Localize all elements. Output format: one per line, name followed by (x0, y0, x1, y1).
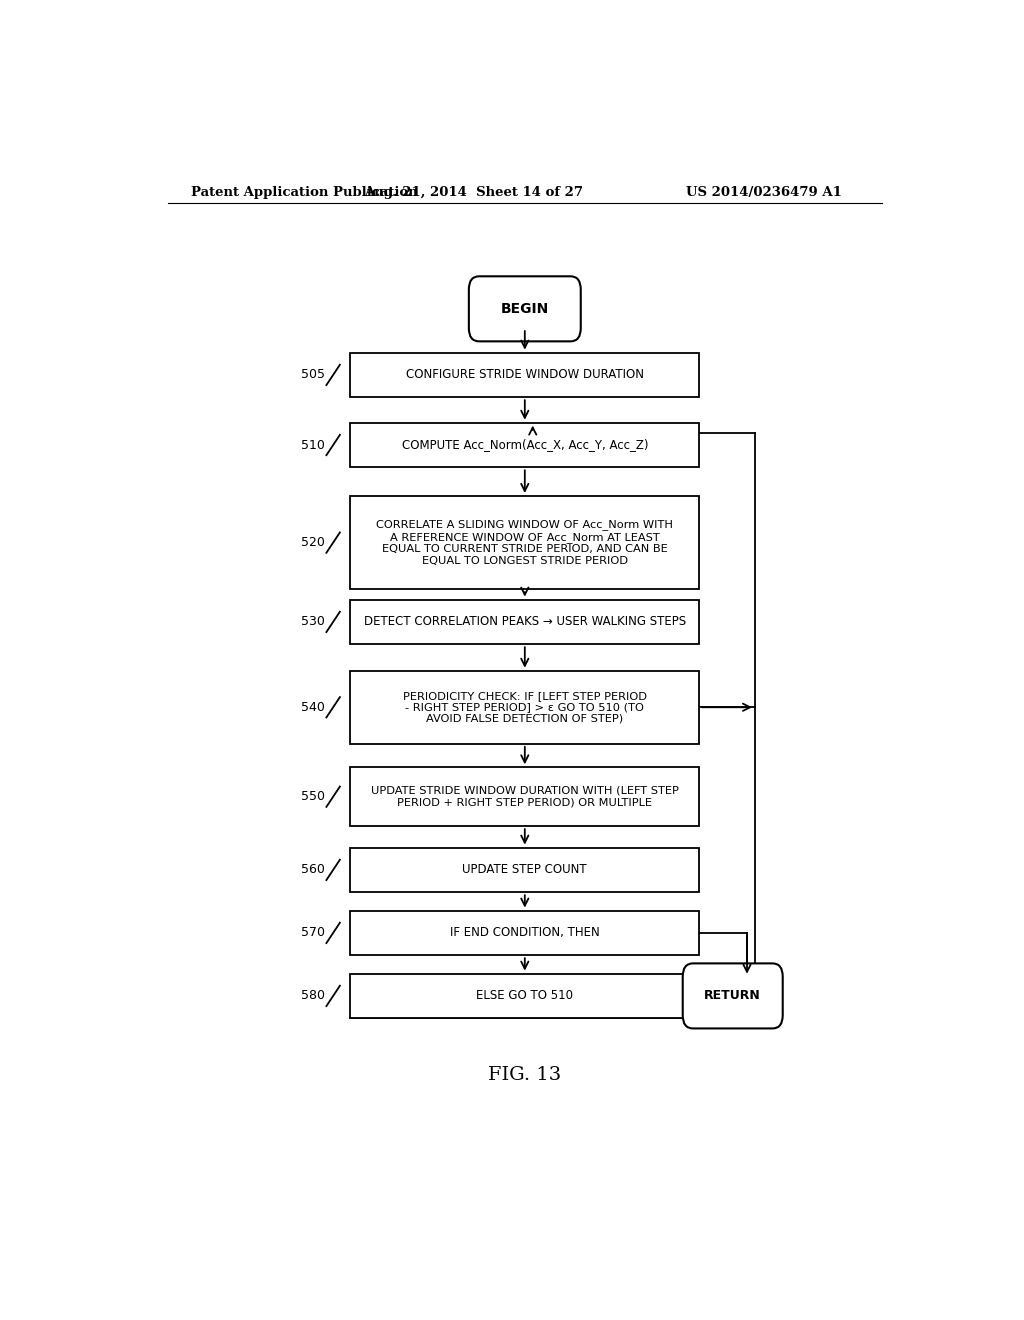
FancyBboxPatch shape (350, 422, 699, 467)
Text: COMPUTE Acc_Norm(Acc_X, Acc_Y, Acc_Z): COMPUTE Acc_Norm(Acc_X, Acc_Y, Acc_Z) (401, 438, 648, 451)
FancyBboxPatch shape (350, 352, 699, 397)
Text: 540: 540 (301, 701, 325, 714)
FancyBboxPatch shape (350, 599, 699, 644)
Text: 520: 520 (301, 536, 325, 549)
Text: BEGIN: BEGIN (501, 302, 549, 315)
FancyBboxPatch shape (350, 847, 699, 892)
Text: RETURN: RETURN (705, 990, 761, 1002)
Text: CONFIGURE STRIDE WINDOW DURATION: CONFIGURE STRIDE WINDOW DURATION (406, 368, 644, 381)
Text: US 2014/0236479 A1: US 2014/0236479 A1 (686, 186, 842, 199)
FancyBboxPatch shape (350, 671, 699, 744)
Text: FIG. 13: FIG. 13 (488, 1067, 561, 1084)
Text: UPDATE STRIDE WINDOW DURATION WITH (LEFT STEP
PERIOD + RIGHT STEP PERIOD) OR MUL: UPDATE STRIDE WINDOW DURATION WITH (LEFT… (371, 785, 679, 808)
FancyBboxPatch shape (469, 276, 581, 342)
Text: Aug. 21, 2014  Sheet 14 of 27: Aug. 21, 2014 Sheet 14 of 27 (364, 186, 583, 199)
Text: PERIODICITY CHECK: IF [LEFT STEP PERIOD
- RIGHT STEP PERIOD] > ε GO TO 510 (TO
A: PERIODICITY CHECK: IF [LEFT STEP PERIOD … (402, 690, 647, 723)
FancyBboxPatch shape (683, 964, 782, 1028)
Text: 560: 560 (301, 863, 325, 876)
Text: 530: 530 (301, 615, 325, 628)
Text: Patent Application Publication: Patent Application Publication (191, 186, 418, 199)
FancyBboxPatch shape (350, 911, 699, 956)
Text: ELSE GO TO 510: ELSE GO TO 510 (476, 990, 573, 1002)
Text: 510: 510 (301, 438, 325, 451)
Text: 505: 505 (301, 368, 325, 381)
Text: CORRELATE A SLIDING WINDOW OF Acc_Norm WITH
A REFERENCE WINDOW OF Acc_Norm AT LE: CORRELATE A SLIDING WINDOW OF Acc_Norm W… (376, 519, 674, 566)
Text: 580: 580 (301, 990, 325, 1002)
Text: IF END CONDITION, THEN: IF END CONDITION, THEN (450, 927, 600, 940)
FancyBboxPatch shape (350, 496, 699, 589)
Text: DETECT CORRELATION PEAKS → USER WALKING STEPS: DETECT CORRELATION PEAKS → USER WALKING … (364, 615, 686, 628)
FancyBboxPatch shape (350, 767, 699, 826)
Text: 550: 550 (301, 791, 325, 803)
FancyBboxPatch shape (350, 974, 699, 1018)
Text: 570: 570 (301, 927, 325, 940)
Text: UPDATE STEP COUNT: UPDATE STEP COUNT (463, 863, 587, 876)
